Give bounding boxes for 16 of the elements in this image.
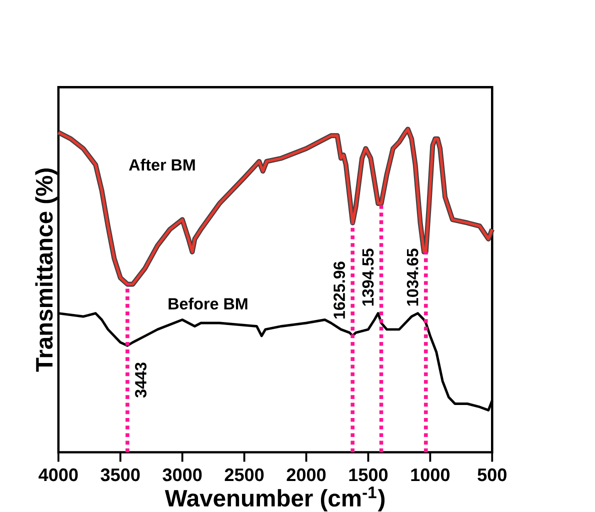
x-tick-label: 3500: [100, 468, 140, 482]
y-axis-title: Transmittance (%): [35, 168, 58, 372]
x-tick-label: 4000: [38, 468, 78, 482]
x-axis-title: Wavenumber (cm$^{-1}$): [164, 486, 385, 512]
x-tick-label: 500: [478, 468, 506, 482]
x-tick-label: 1000: [411, 468, 450, 482]
ref-line-label: 3443: [135, 362, 146, 398]
ref-line-label: 1625.96: [334, 262, 346, 319]
ref-line-label: 1394.55: [362, 248, 374, 306]
x-tick-label: 2000: [286, 468, 326, 482]
x-tick-label: 2500: [224, 468, 264, 482]
x-tick-label: 1500: [349, 468, 388, 482]
ref-line-label: 1034.65: [406, 248, 418, 306]
x-tick-label: 3000: [162, 468, 202, 482]
series-label: Before BM: [168, 298, 248, 310]
series-label: After BM: [128, 158, 195, 171]
